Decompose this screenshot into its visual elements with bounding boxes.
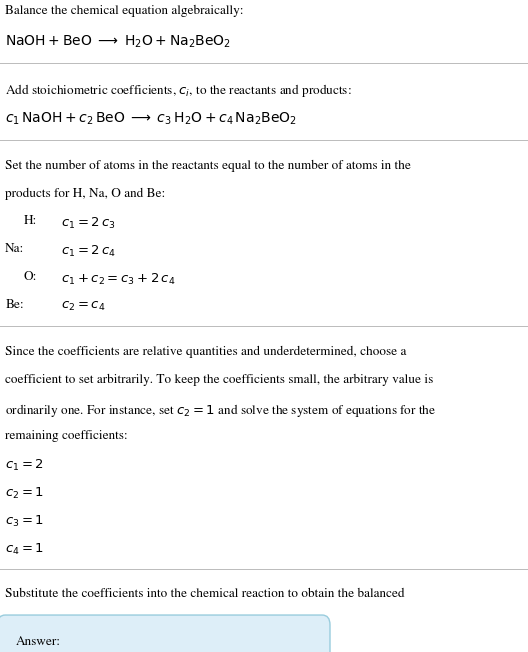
Text: $c_1 + c_2 = c_3 + 2\,c_4$: $c_1 + c_2 = c_3 + 2\,c_4$ <box>61 272 175 287</box>
Text: $\mathrm{NaOH + BeO} \;\longrightarrow\; \mathrm{H_2O + Na_2BeO_2}$: $\mathrm{NaOH + BeO} \;\longrightarrow\;… <box>5 33 231 50</box>
Text: products for H, Na, O and Be:: products for H, Na, O and Be: <box>5 188 166 200</box>
Text: $c_1 = 2\,c_3$: $c_1 = 2\,c_3$ <box>61 215 116 231</box>
Text: $c_3 = 1$: $c_3 = 1$ <box>5 514 44 529</box>
Text: $c_2 = c_4$: $c_2 = c_4$ <box>61 300 105 313</box>
Text: remaining coefficients:: remaining coefficients: <box>5 430 128 442</box>
Text: Answer:: Answer: <box>16 636 61 648</box>
Text: $c_1 = 2\,c_4$: $c_1 = 2\,c_4$ <box>61 244 116 259</box>
Text: $c_4 = 1$: $c_4 = 1$ <box>5 542 44 557</box>
Text: Since the coefficients are relative quantities and underdetermined, choose a: Since the coefficients are relative quan… <box>5 346 407 358</box>
Text: O:: O: <box>24 272 37 284</box>
Text: $c_1\,\mathrm{NaOH} + c_2\,\mathrm{BeO} \;\longrightarrow\; c_3\,\mathrm{H_2O} +: $c_1\,\mathrm{NaOH} + c_2\,\mathrm{BeO} … <box>5 110 297 126</box>
Text: Substitute the coefficients into the chemical reaction to obtain the balanced: Substitute the coefficients into the che… <box>5 588 405 600</box>
Text: H:: H: <box>24 215 37 228</box>
Text: Add stoichiometric coefficients, $c_i$, to the reactants and products:: Add stoichiometric coefficients, $c_i$, … <box>5 82 352 99</box>
Text: Be:: Be: <box>5 300 24 312</box>
Text: $c_2 = 1$: $c_2 = 1$ <box>5 486 44 501</box>
Text: Na:: Na: <box>5 244 24 256</box>
Text: equation:: equation: <box>5 616 55 629</box>
Text: Set the number of atoms in the reactants equal to the number of atoms in the: Set the number of atoms in the reactants… <box>5 159 411 171</box>
FancyBboxPatch shape <box>0 615 330 652</box>
Text: coefficient to set arbitrarily. To keep the coefficients small, the arbitrary va: coefficient to set arbitrarily. To keep … <box>5 374 433 386</box>
Text: Balance the chemical equation algebraically:: Balance the chemical equation algebraica… <box>5 5 244 18</box>
Text: $c_1 = 2$: $c_1 = 2$ <box>5 458 44 473</box>
Text: ordinarily one. For instance, set $c_2 = 1$ and solve the system of equations fo: ordinarily one. For instance, set $c_2 =… <box>5 402 437 419</box>
